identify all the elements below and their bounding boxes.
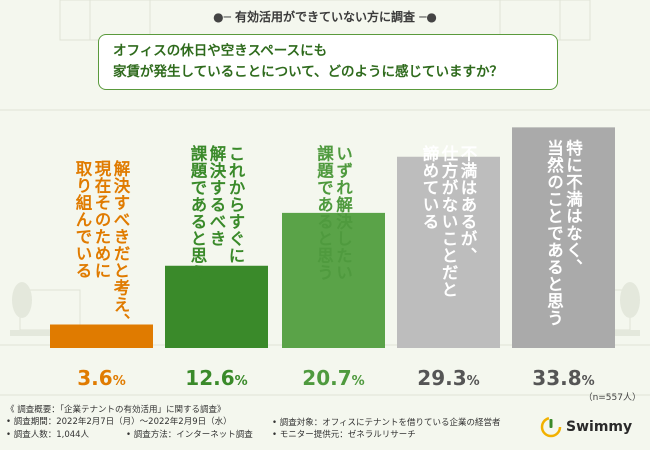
bar-2-label-line-1: これからすぐに [226, 145, 245, 264]
survey-summary: 《 調査概要：「企業テナントの有効活用」に関する調査》 • 調査期間：2022年… [6, 405, 232, 428]
bar-4-label-line-3: 諦めている [420, 144, 439, 230]
bar-3 [282, 212, 385, 348]
bar-4-label-line-2: 仕方がないことだと [439, 144, 459, 298]
survey-label-text: 有効活用ができていない方に調査 [234, 10, 415, 24]
survey-method: • 調査方法：インターネット調査 [126, 430, 253, 440]
bar-4-label-line-1: 不満はあるが、 [458, 145, 477, 264]
bar-1-label-line-2: 現在そのために [92, 160, 111, 279]
bar-5-label-line-2: 当然のことであると思う [545, 138, 564, 326]
swimmy-logo: Swimmy [540, 416, 632, 438]
bar-1-label-line-1: 解決すべきだと考え、 [111, 159, 131, 330]
question-box: オフィスの休日や空きスペースにも 家賃が発生していることについて、どのように感じ… [98, 34, 558, 90]
monitor-provider: • モニター提供元：ゼネラルリサーチ [272, 430, 416, 440]
bar-4-value: 29.3% [417, 366, 479, 390]
swimmy-logo-text: Swimmy [566, 419, 633, 435]
bar-5 [512, 127, 615, 348]
bar-1 [50, 324, 153, 348]
bar-3-label-line-1: いずれ解決したい [334, 145, 353, 281]
bullet-left-icon: ●─ [213, 10, 231, 24]
swimmy-logo-icon [540, 416, 562, 438]
bar-5-label-line-1: 特に不満はなく、 [564, 138, 583, 275]
bar-1-value: 3.6% [77, 366, 125, 390]
bar-2-label-line-3: 課題であると思う [188, 144, 207, 281]
bar-5-value: 33.8% [532, 366, 594, 390]
bar-4 [397, 156, 500, 348]
question-line-2: 家賃が発生していることについて、どのように感じていますか？ [113, 64, 504, 80]
question-line-1: オフィスの休日や空きスペースにも [113, 43, 328, 59]
survey-count: • 調査人数：1,044人 [6, 430, 90, 440]
bar-3-value: 20.7% [302, 366, 364, 390]
survey-summary-heading: 《 調査概要：「企業テナントの有効活用」に関する調査》 [6, 405, 226, 415]
bar-2-label-line-2: 解決するべき [207, 144, 226, 247]
sample-size-label: （n=557人） [584, 392, 641, 403]
bar-2-value: 12.6% [185, 366, 247, 390]
bullet-right-icon: ─● [419, 10, 437, 24]
survey-target: • 調査対象：オフィスにテナントを借りている企業の経営者 [272, 418, 501, 428]
bar-2 [165, 265, 268, 348]
bar-1-label-line-3: 取り組んでいる [73, 160, 92, 279]
survey-label: ●─ 有効活用ができていない方に調査 ─● [0, 8, 650, 25]
survey-period: • 調査期間：2022年2月7日（月）～2022年2月9日（水） [6, 416, 232, 427]
bar-3-label-line-2: 課題であると思う [315, 144, 334, 281]
